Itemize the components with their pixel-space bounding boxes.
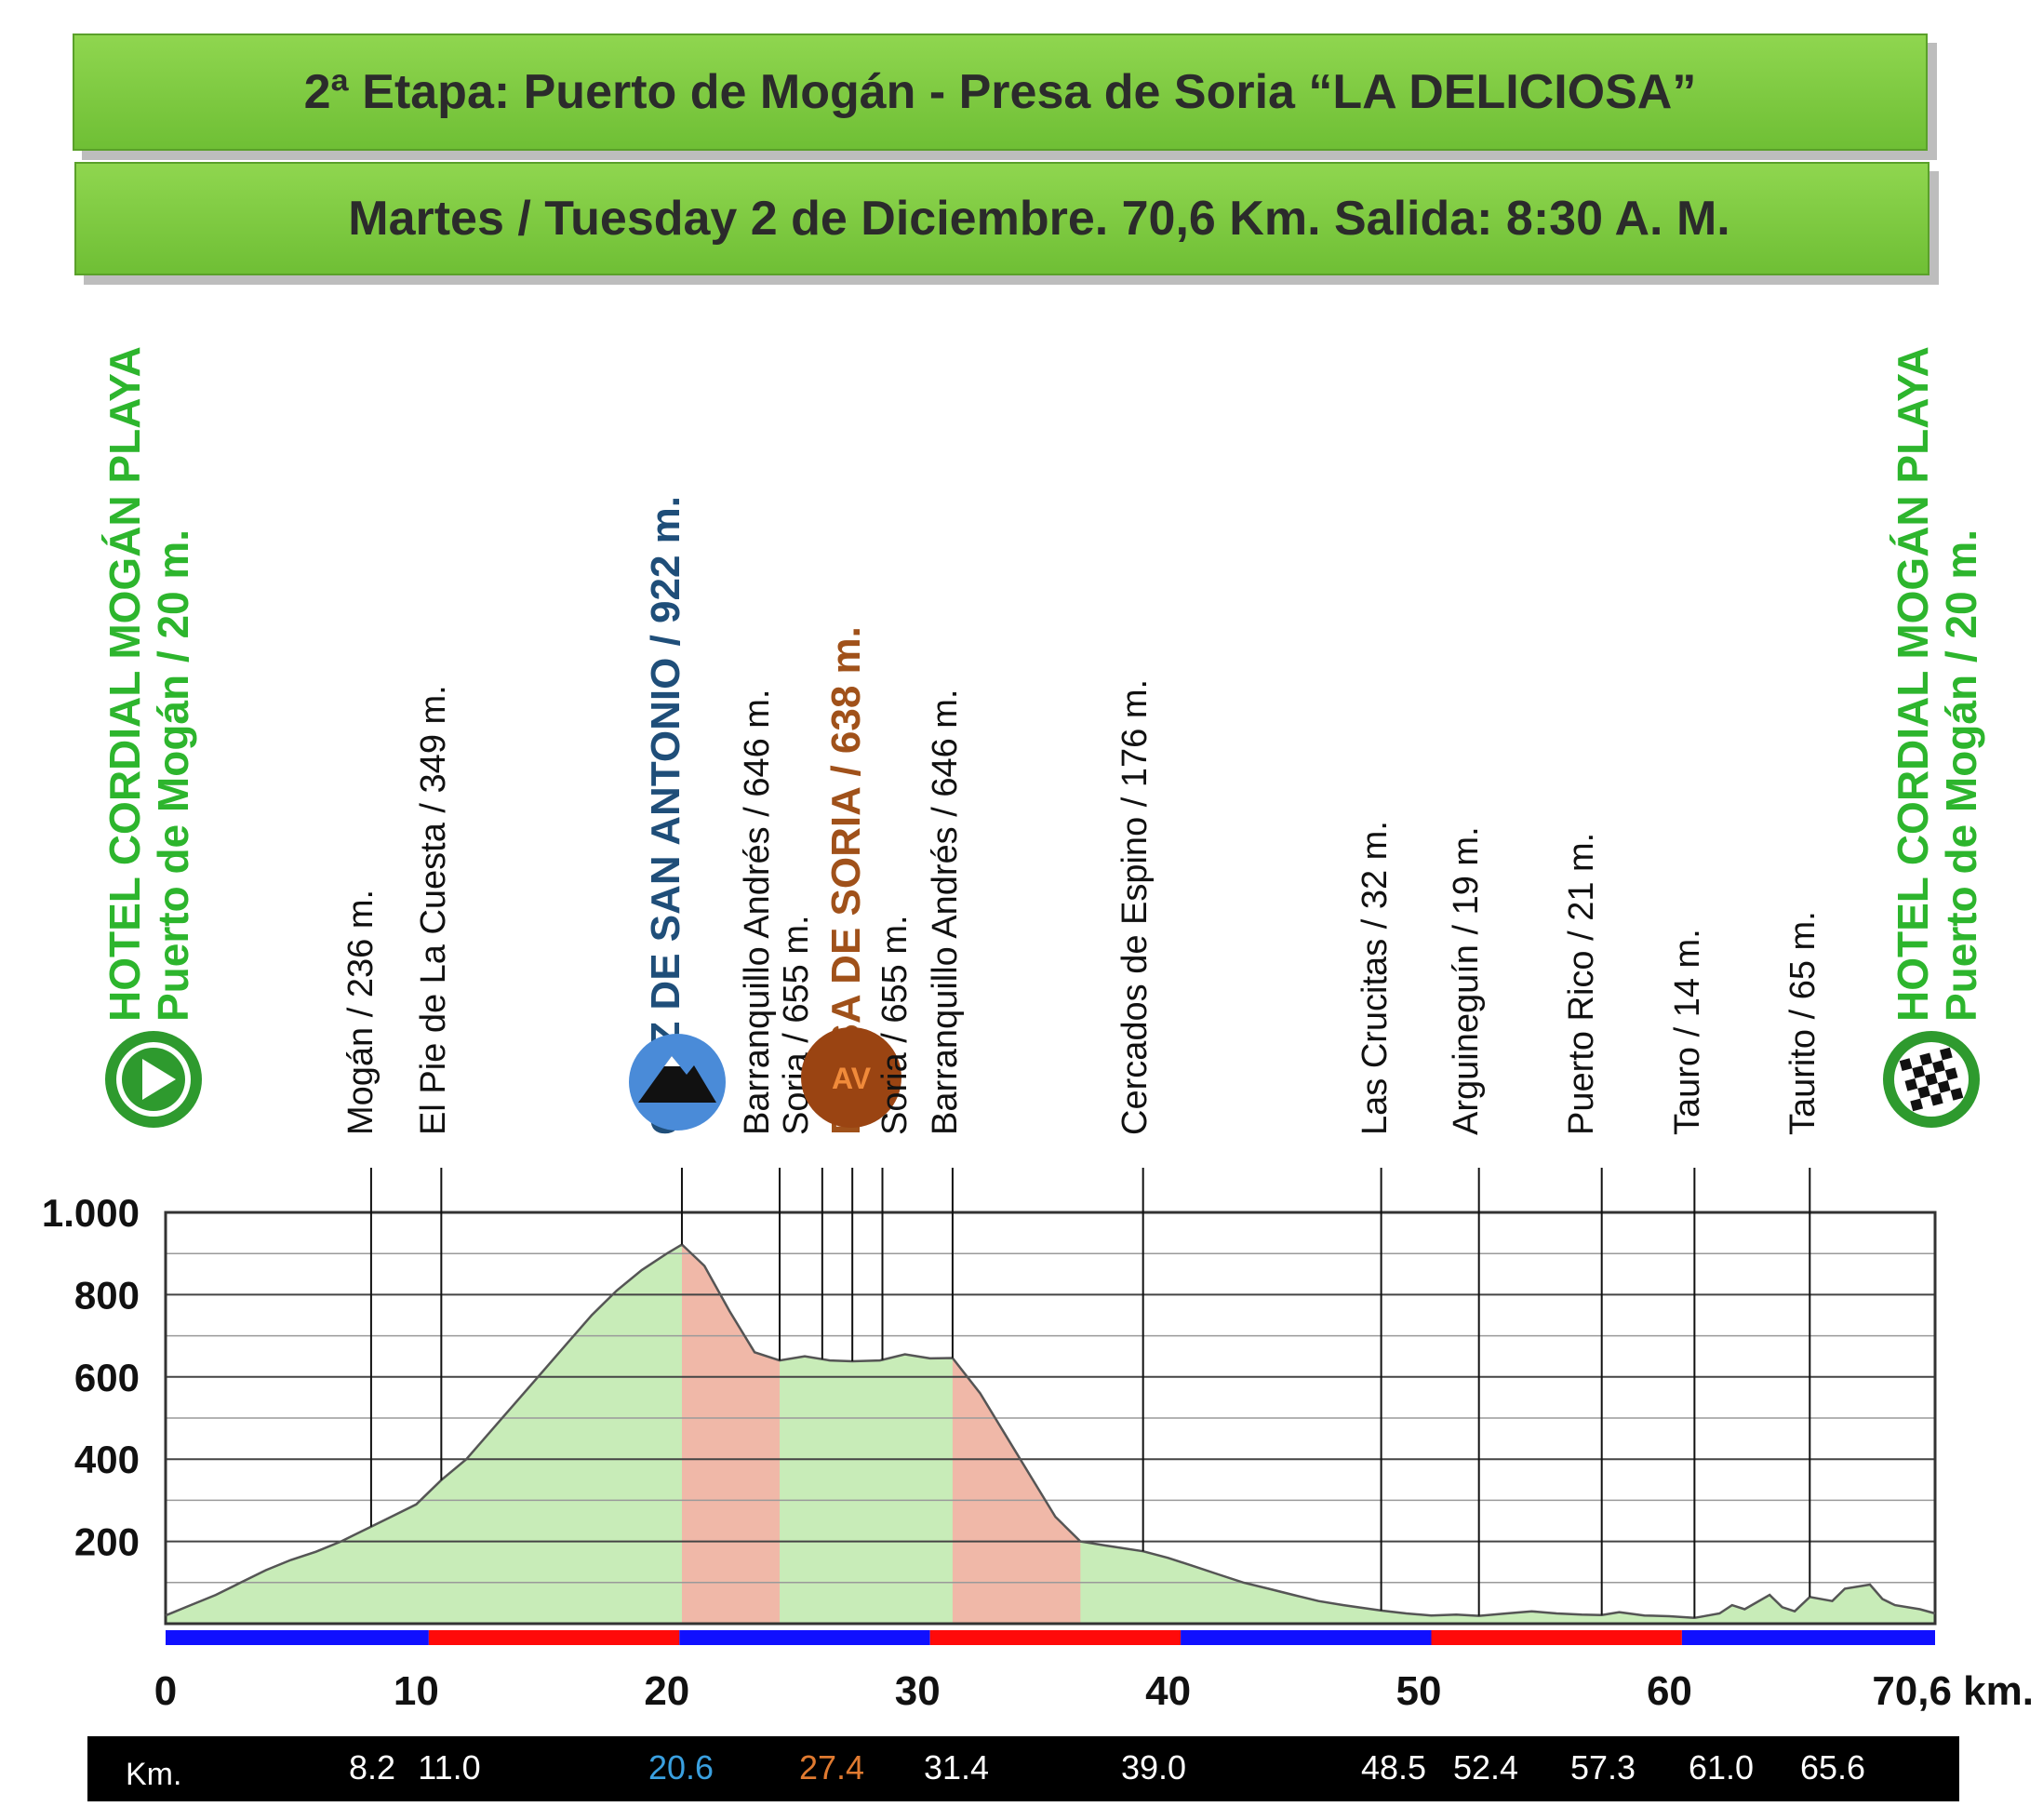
checker-square: [1925, 1073, 1938, 1086]
marker-label-14-0: Taurito / 65 m.: [1783, 911, 1823, 1135]
y-tick-label: 400: [74, 1438, 140, 1481]
x-tick-label: 50: [1396, 1668, 1442, 1714]
av-icon: AV: [801, 1027, 901, 1128]
km-row-value: 48.5: [1361, 1748, 1426, 1787]
av-icon-circle: [801, 1027, 901, 1128]
y-tick-label: 200: [74, 1520, 140, 1564]
finish-icon: [1883, 1031, 1980, 1128]
start-icon: [105, 1031, 202, 1128]
title-banner: 2ª Etapa: Puerto de Mogán - Presa de Sor…: [73, 33, 1928, 151]
marker-label-3-0: CRUZ DE SAN ANTONIO / 922 m.: [643, 496, 688, 1135]
x-tick-label: 0: [154, 1668, 177, 1714]
marker-label-9-0: Cercados de Espino / 176 m.: [1115, 679, 1155, 1135]
marker-label-2-0: El Pie de La Cuesta / 349 m.: [414, 685, 453, 1135]
checker-square: [1917, 1085, 1930, 1099]
km-row-value: 11.0: [418, 1748, 480, 1787]
plot-frame: [164, 1211, 1937, 1626]
y-tick-label: 600: [74, 1356, 140, 1399]
marker-label-10-0: Las Crucitas / 32 m.: [1355, 821, 1395, 1135]
checker-square: [1919, 1052, 1933, 1066]
km-row-bar: [87, 1736, 1959, 1801]
checker-square: [1910, 1098, 1924, 1112]
stage-title: 2ª Etapa: Puerto de Mogán - Presa de Sor…: [303, 65, 1697, 119]
checker-square: [1944, 1067, 1958, 1081]
km-row-value: 61.0: [1689, 1748, 1754, 1787]
checker-square: [1937, 1080, 1951, 1093]
route-bar-segment-3: [929, 1630, 1182, 1645]
route-bar-segment-2: [679, 1630, 930, 1645]
marker-label-8-0: Barranquillo Andrés / 646 m.: [926, 689, 965, 1136]
route-bar-segment-5: [1431, 1630, 1682, 1645]
y-tick-label: 1.000: [42, 1191, 140, 1235]
checker-square: [1904, 1077, 1918, 1091]
km-row-value: 39.0: [1121, 1748, 1186, 1787]
play-triangle: [142, 1059, 176, 1100]
marker-label-15-0: HOTEL CORDIAL MOGÁN PLAYA: [1889, 346, 1937, 1022]
marker-label-13-0: Tauro / 14 m.: [1668, 929, 1707, 1135]
x-tick-label: 70,6 km.: [1872, 1668, 2034, 1714]
checker-square: [1930, 1092, 1943, 1106]
mountain-snow: [664, 1056, 680, 1066]
checker-square: [1939, 1047, 1953, 1061]
checker-square: [1932, 1060, 1945, 1074]
x-tick-label: 30: [895, 1668, 941, 1714]
marker-label-7-0: Soria / 655 m.: [875, 915, 915, 1135]
km-row-value: 8.2: [349, 1748, 395, 1787]
x-tick-label: 20: [644, 1668, 689, 1714]
checker-square: [1950, 1087, 1964, 1101]
profile-line: [165, 1242, 1936, 1620]
mountain-shape: [638, 1056, 716, 1103]
km-row-label: Km.: [126, 1757, 181, 1792]
checker-square: [1912, 1065, 1926, 1078]
km-row-value: 27.4: [799, 1748, 864, 1787]
checker-square: [1899, 1058, 1913, 1072]
route-bar-segment-4: [1181, 1630, 1432, 1645]
x-tick-label: 60: [1647, 1668, 1692, 1714]
av-icon-label: AV: [832, 1062, 872, 1095]
profile-area: [166, 1244, 1935, 1624]
stage-subtitle: Martes / Tuesday 2 de Diciembre. 70,6 Km…: [348, 192, 1730, 246]
marker-label-0-1: Puerto de Mogán / 20 m.: [149, 529, 197, 1022]
marker-label-0-0: HOTEL CORDIAL MOGÁN PLAYA: [100, 346, 149, 1022]
marker-label-12-0: Puerto Rico / 21 m.: [1562, 833, 1601, 1135]
route-bar-segment-0: [166, 1630, 429, 1645]
km-row-value: 20.6: [648, 1748, 714, 1787]
subtitle-banner: Martes / Tuesday 2 de Diciembre. 70,6 Km…: [74, 162, 1930, 275]
km-row-value: 57.3: [1570, 1748, 1636, 1787]
x-tick-label: 40: [1145, 1668, 1191, 1714]
y-tick-label: 800: [74, 1273, 140, 1317]
mountain-icon: [629, 1034, 726, 1131]
km-row-value: 52.4: [1453, 1748, 1518, 1787]
km-row-value: 65.6: [1800, 1748, 1865, 1787]
route-bar-segment-6: [1681, 1630, 1935, 1645]
marker-label-4-0: Barranquillo Andrés / 646 m.: [738, 689, 777, 1136]
marker-label-11-0: Arguineguín / 19 m.: [1447, 826, 1486, 1135]
marker-label-15-1: Puerto de Mogán / 20 m.: [1937, 529, 1985, 1022]
marker-label-1-0: Mogán / 236 m.: [341, 890, 381, 1135]
km-row-value: 31.4: [924, 1748, 989, 1787]
route-bar-segment-1: [428, 1630, 680, 1645]
x-tick-label: 10: [394, 1668, 439, 1714]
